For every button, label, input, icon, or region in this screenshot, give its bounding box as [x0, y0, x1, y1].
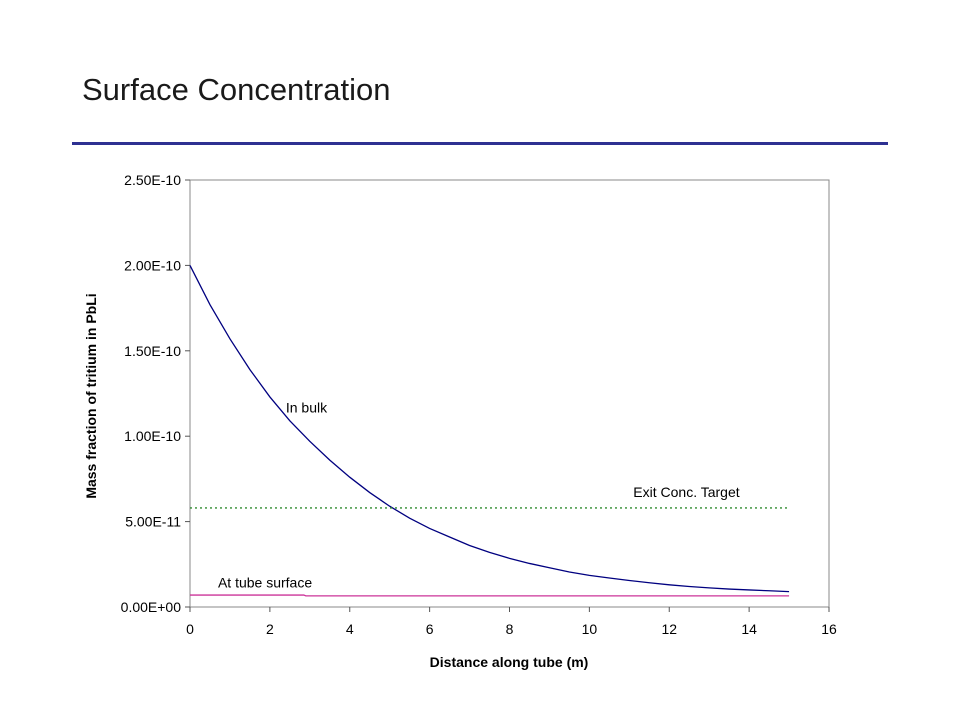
x-tick-label: 12 — [661, 621, 677, 637]
annotation-label: Exit Conc. Target — [633, 484, 739, 500]
x-tick-label: 8 — [506, 621, 514, 637]
y-tick-label: 5.00E-11 — [125, 514, 181, 530]
annotation-label: At tube surface — [218, 574, 312, 590]
x-axis-label: Distance along tube (m) — [430, 654, 589, 670]
series-line-1 — [189, 265, 790, 593]
title-rule — [72, 142, 888, 145]
y-tick-label: 2.50E-10 — [124, 172, 181, 188]
y-tick-label: 2.00E-10 — [124, 257, 181, 273]
x-tick-label: 4 — [346, 621, 354, 637]
series-line-3 — [190, 594, 790, 597]
y-tick-label: 0.00E+00 — [121, 599, 182, 615]
slide-title: Surface Concentration — [82, 72, 391, 107]
annotation-label: In bulk — [286, 399, 328, 415]
x-tick-label: 0 — [186, 621, 194, 637]
x-tick-label: 10 — [582, 621, 598, 637]
plot-area — [189, 179, 830, 608]
y-axis-label: Mass fraction of tritium in PbLi — [83, 293, 99, 498]
x-tick-label: 2 — [266, 621, 274, 637]
y-tick-label: 1.00E-10 — [124, 428, 181, 444]
x-tick-label: 6 — [426, 621, 434, 637]
x-tick-label: 14 — [741, 621, 757, 637]
y-tick-label: 1.50E-10 — [124, 343, 181, 359]
x-tick-label: 16 — [821, 621, 837, 637]
